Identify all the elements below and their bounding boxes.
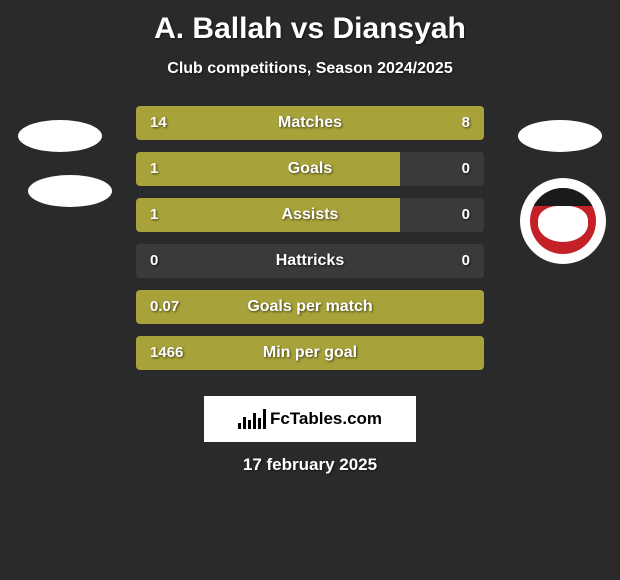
- stat-value-right: 0: [462, 244, 470, 278]
- stat-row: Min per goal1466: [0, 336, 620, 370]
- stat-row: Matches14 8: [0, 106, 620, 140]
- stat-value-left: 1: [150, 152, 158, 186]
- chart-icon: [238, 409, 266, 429]
- stat-row: Goals1 0: [0, 152, 620, 186]
- stat-label: Assists: [136, 198, 484, 232]
- stat-value-right: 8: [462, 106, 470, 140]
- footer-brand-text: FcTables.com: [270, 409, 382, 429]
- stat-value-left: 14: [150, 106, 167, 140]
- stat-row: Goals per match0.07: [0, 290, 620, 324]
- comparison-chart: Matches148Goals10Assists10Hattricks00Goa…: [0, 106, 620, 370]
- stat-value-left: 1466: [150, 336, 183, 370]
- stat-row: Hattricks0 0: [0, 244, 620, 278]
- footer-logo: FcTables.com: [238, 409, 382, 429]
- stat-label: Goals per match: [136, 290, 484, 324]
- page-subtitle: Club competitions, Season 2024/2025: [0, 60, 620, 78]
- stat-value-left: 1: [150, 198, 158, 232]
- page-title: A. Ballah vs Diansyah: [0, 0, 620, 46]
- footer-date: 17 february 2025: [0, 455, 620, 475]
- stat-label: Min per goal: [136, 336, 484, 370]
- stat-row: Assists1 0: [0, 198, 620, 232]
- stat-label: Goals: [136, 152, 484, 186]
- stat-value-left: 0: [150, 244, 158, 278]
- stat-label: Hattricks: [136, 244, 484, 278]
- stat-value-right: 0: [462, 152, 470, 186]
- footer-brand-box: FcTables.com: [204, 396, 416, 442]
- stat-value-right: 0: [462, 198, 470, 232]
- stat-value-left: 0.07: [150, 290, 179, 324]
- stat-label: Matches: [136, 106, 484, 140]
